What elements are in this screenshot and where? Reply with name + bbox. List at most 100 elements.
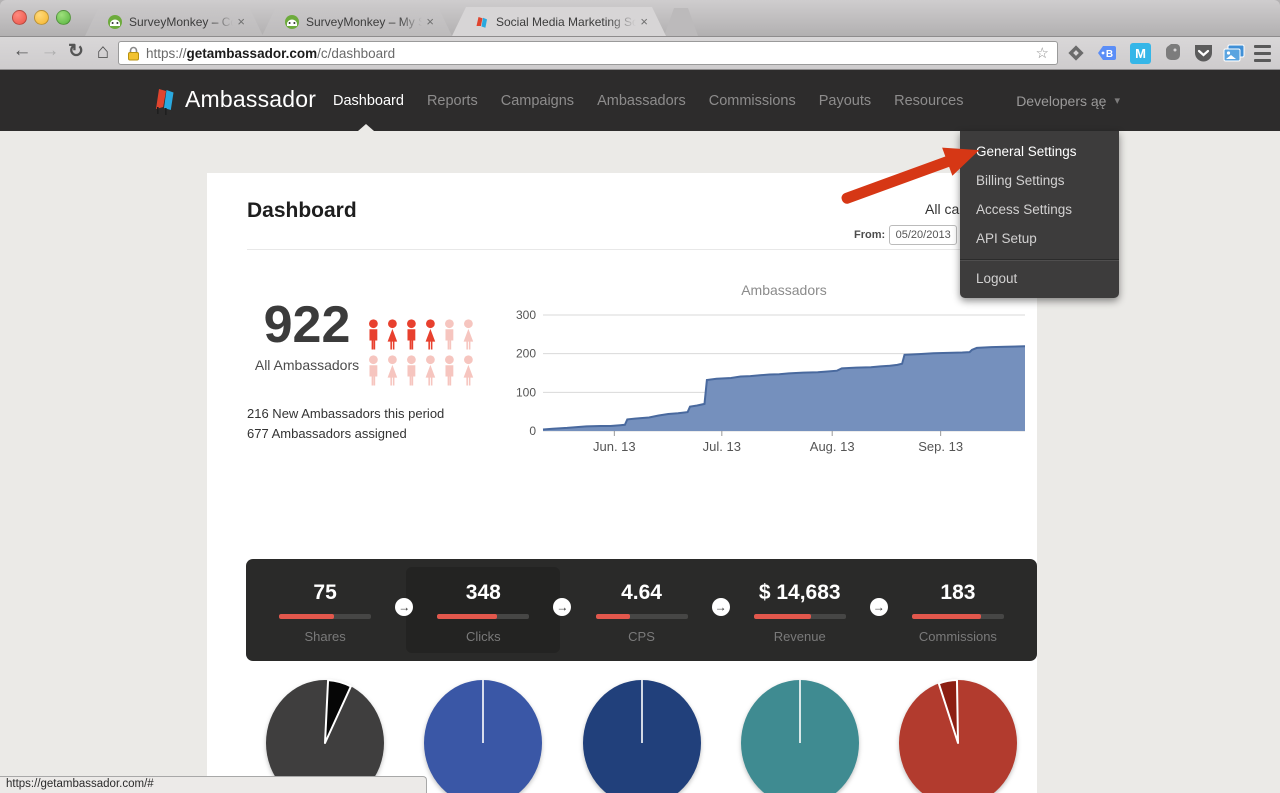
browser-tab[interactable]: Social Media Marketing Sof × (452, 7, 666, 36)
pie-chart: 22 clicks (246, 677, 404, 793)
window-minimize-button[interactable] (34, 10, 49, 25)
brand-name: Ambassador (185, 85, 317, 112)
pie-chart: 2 clicks (721, 677, 879, 793)
dropdown-item-api-setup[interactable]: API Setup (976, 231, 1037, 246)
funnel-progress (437, 614, 530, 619)
funnel-value: 183 (940, 581, 976, 604)
url-path: /c/dashboard (317, 45, 396, 61)
funnel-step-shares[interactable]: 75 Shares (248, 567, 402, 653)
funnel-value: 75 (313, 581, 337, 604)
nav-item-resources[interactable]: Resources (894, 92, 964, 109)
tab-close-icon[interactable]: × (426, 14, 434, 29)
new-ambassadors-note: 216 New Ambassadors this period (247, 406, 445, 421)
chevron-down-icon: ▾ (1114, 95, 1120, 107)
tab-close-icon[interactable]: × (640, 14, 648, 29)
funnel-step-revenue[interactable]: $ 14,683 Revenue (723, 567, 877, 653)
nav-item-campaigns[interactable]: Campaigns (500, 92, 575, 109)
svg-text:M: M (1135, 46, 1146, 61)
female-person-icon (425, 319, 436, 350)
dropdown-item-billing-settings[interactable]: Billing Settings (976, 173, 1065, 188)
browser-tab[interactable]: SurveyMonkey – Collector × (85, 7, 263, 36)
tab-title: Social Media Marketing Sof (496, 14, 637, 29)
total-ambassadors-label: All Ambassadors (254, 357, 360, 373)
page-content: Ambassador Dashboard Reports Campaigns Amba… (0, 70, 1280, 793)
svg-text:Jun. 13: Jun. 13 (593, 439, 636, 454)
svg-text:0: 0 (529, 424, 536, 438)
funnel-step-clicks[interactable]: 348 Clicks (406, 567, 561, 653)
funnel-progress-fill (437, 614, 498, 619)
evernote-extension-icon[interactable] (1160, 41, 1184, 65)
arrow-right-icon: → (553, 598, 572, 616)
male-person-icon (445, 319, 454, 350)
funnel-progress-fill (279, 614, 335, 619)
nav-item-ambassadors[interactable]: Ambassadors (597, 92, 686, 109)
home-button[interactable]: ⌂ (96, 40, 110, 63)
browser-menu-icon[interactable] (1250, 41, 1274, 65)
pocket-extension-icon[interactable] (1191, 41, 1215, 65)
campaign-filter-label[interactable]: All ca (925, 201, 960, 217)
window-zoom-button[interactable] (56, 10, 71, 25)
total-ambassadors-value: 922 (263, 296, 351, 354)
funnel-progress (279, 614, 372, 619)
svg-text:Sep. 13: Sep. 13 (918, 439, 963, 454)
bookmark-star-icon[interactable]: ☆ (1035, 45, 1049, 62)
tab-title: SurveyMonkey – My Survey (306, 14, 423, 29)
screenshot-extension-icon[interactable] (1222, 41, 1246, 65)
arrow-right-icon: → (395, 598, 414, 616)
dropdown-item-general-settings[interactable]: General Settings (976, 144, 1077, 159)
diamond-extension-icon[interactable] (1064, 41, 1088, 65)
monosnap-extension-icon[interactable]: M (1128, 41, 1152, 65)
female-person-icon (463, 319, 474, 350)
dropdown-item-access-settings[interactable]: Access Settings (976, 202, 1073, 217)
surveymonkey-favicon-icon (284, 14, 300, 30)
user-menu[interactable]: Developers ąę ▾ (1016, 70, 1120, 131)
browser-tab[interactable]: SurveyMonkey – My Survey× (262, 7, 452, 36)
funnel-progress-fill (595, 614, 630, 619)
nav-item-reports[interactable]: Reports (426, 92, 478, 109)
settings-dropdown: General Settings Billing Settings Access S… (960, 131, 1119, 298)
svg-text:Ambassadors: Ambassadors (741, 282, 827, 298)
assigned-ambassadors-note: 677 Ambassadors assigned (247, 426, 407, 441)
nav-item-payouts[interactable]: Payouts (818, 92, 872, 109)
ssl-warning-lock-icon (128, 46, 139, 60)
brand-logo[interactable]: Ambassador (152, 83, 316, 115)
nav-item-dashboard[interactable]: Dashboard (333, 92, 404, 109)
reload-button[interactable]: ↻ (68, 41, 84, 62)
funnel-label: Commissions (918, 629, 997, 644)
tab-close-icon[interactable]: × (237, 14, 245, 29)
status-url: https://getambassador.com/# (6, 778, 154, 790)
svg-text:B: B (1106, 49, 1113, 60)
url-scheme: https:// (146, 45, 187, 61)
funnel-label: Clicks (465, 629, 501, 644)
url-domain: getambassador.com (186, 45, 318, 61)
svg-text:200: 200 (516, 347, 536, 361)
nav-item-commissions[interactable]: Commissions (708, 92, 796, 109)
funnel-step-cps[interactable]: 4.64 CPS (564, 567, 718, 653)
from-label: From: (854, 229, 886, 241)
window-close-button[interactable] (12, 10, 27, 25)
dropdown-item-logout[interactable]: Logout (976, 271, 1018, 286)
svg-text:300: 300 (516, 308, 536, 322)
ambassadors-area-chart: Ambassadors 0 100 200 300 Jun. 13 Jul. 13 Aug. … (513, 281, 1033, 462)
forward-button[interactable]: → (40, 40, 60, 61)
tag-extension-icon[interactable]: B (1096, 41, 1120, 65)
pie-chart: 324 clicks (879, 677, 1037, 793)
new-tab-button[interactable] (664, 8, 698, 36)
pie-chart: 0 clicks (404, 677, 562, 793)
url-bar[interactable]: https://getambassador.com/c/dashboard ☆ (118, 41, 1058, 65)
male-person-icon (407, 319, 416, 350)
funnel-progress (753, 614, 846, 619)
svg-text:Aug. 13: Aug. 13 (810, 439, 855, 454)
funnel-label: Shares (304, 629, 346, 644)
back-button[interactable]: ← (12, 40, 32, 61)
arrow-right-icon: → (869, 598, 888, 616)
from-date-input[interactable] (889, 225, 958, 245)
pie-charts-row: 22 clicks0 clicks0 clicks2 clicks324 cli… (246, 677, 1037, 793)
male-person-icon (407, 355, 416, 386)
active-nav-pointer (358, 124, 374, 131)
tab-title: SurveyMonkey – Collector (129, 14, 231, 29)
funnel-step-commissions[interactable]: 183 Commissions (881, 567, 1035, 653)
female-person-icon (425, 355, 436, 386)
female-person-icon (387, 355, 398, 386)
status-bar: https://getambassador.com/# (0, 776, 427, 793)
